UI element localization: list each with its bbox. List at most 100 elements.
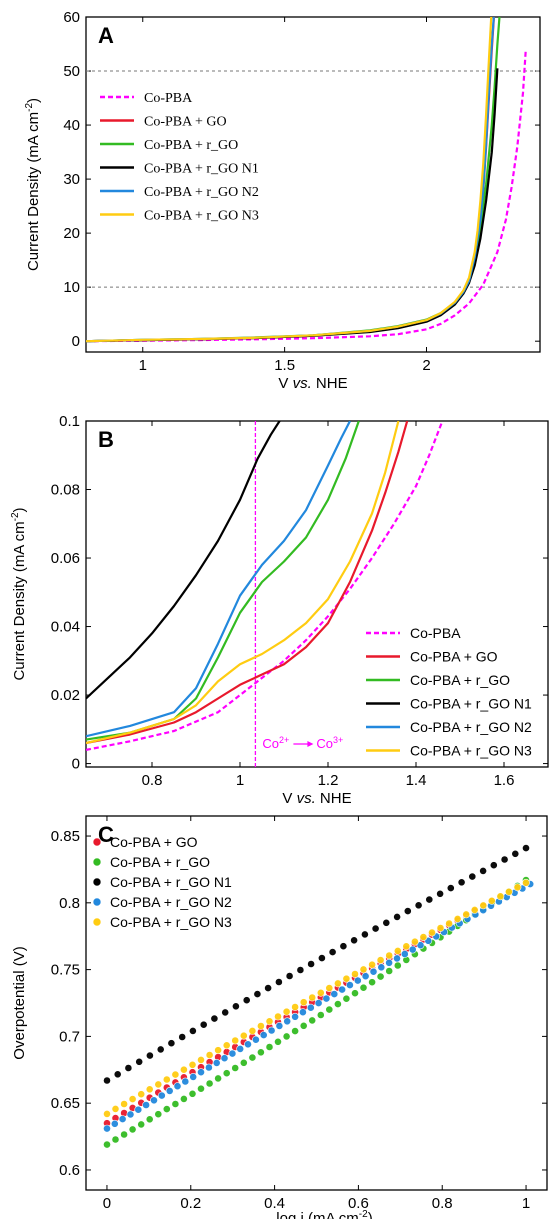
data-point [236, 1045, 245, 1053]
data-point [500, 855, 509, 864]
y-tick-label: 20 [63, 225, 80, 242]
data-point [197, 1084, 205, 1093]
data-point [489, 861, 498, 870]
data-point [416, 941, 425, 950]
data-point [212, 1059, 221, 1067]
data-point [181, 1077, 190, 1086]
legend-label: Co-PBA [144, 91, 193, 106]
legend-label: Co-PBA + GO [410, 649, 498, 665]
data-point [248, 1027, 257, 1035]
x-tick-label: 1.4 [406, 772, 427, 789]
y-axis-label: Current Density (mA cm-2) [10, 507, 28, 680]
data-point [419, 933, 428, 941]
data-point [111, 1105, 120, 1113]
data-point [453, 915, 462, 923]
data-point [231, 1036, 240, 1045]
data-point [110, 1119, 119, 1128]
data-point [228, 1049, 237, 1058]
data-point [188, 1089, 197, 1098]
data-point [259, 1031, 268, 1039]
series-line-n2 [86, 421, 351, 738]
legend-label: Co-PBA + r_GO [144, 138, 238, 153]
legend-marker [92, 857, 102, 867]
data-point [239, 1058, 248, 1067]
data-point [145, 1115, 154, 1124]
y-axis-label-part: Current Density (mA cm [25, 112, 42, 271]
data-point [103, 1110, 111, 1118]
data-point [393, 913, 401, 921]
data-point [393, 947, 402, 955]
y-tick-label: 0.1 [59, 413, 80, 430]
data-point [333, 1000, 342, 1008]
data-point [402, 942, 411, 951]
data-point [457, 878, 466, 887]
data-point [296, 966, 305, 974]
annotation-text: Co [316, 736, 333, 751]
x-axis-label-part: ) [368, 1210, 373, 1219]
x-axis-label-part: log j (mA cm [276, 1210, 359, 1219]
data-point [299, 1021, 308, 1030]
legend-marker [92, 917, 102, 927]
annotation-arrowhead [307, 741, 314, 747]
data-point [369, 967, 378, 976]
data-point [285, 972, 294, 980]
data-point [376, 956, 385, 964]
data-point [316, 1011, 325, 1019]
data-point [436, 924, 445, 932]
data-point [162, 1105, 171, 1113]
y-tick-label: 0.85 [51, 828, 80, 845]
data-point [410, 937, 419, 946]
series-group [86, 421, 444, 751]
y-tick-label: 10 [63, 279, 80, 296]
data-point [360, 930, 369, 939]
data-point [145, 1051, 154, 1060]
y-tick-label: 0.7 [59, 1028, 80, 1045]
data-point [267, 1026, 276, 1035]
data-point [103, 1124, 111, 1133]
data-point [154, 1080, 163, 1089]
data-point [171, 1070, 180, 1079]
data-point [496, 892, 505, 901]
data-point [376, 972, 385, 981]
data-point [204, 1063, 213, 1072]
data-point [330, 990, 339, 998]
y-axis-label: Overpotential (V) [11, 946, 28, 1059]
data-point [134, 1105, 143, 1114]
data-point [199, 1020, 208, 1029]
x-axis-label-part: NHE [312, 375, 348, 392]
series-line-n1 [86, 421, 281, 700]
data-point [222, 1041, 231, 1050]
data-point [210, 1014, 219, 1023]
data-point [382, 918, 391, 927]
data-point [345, 981, 354, 989]
series-line-co_pba [86, 49, 527, 343]
annotation-to: Co3+ [316, 735, 343, 751]
data-point [162, 1075, 171, 1084]
data-point [239, 1031, 248, 1040]
data-point [283, 1017, 292, 1026]
y-tick-label: 0.75 [51, 962, 80, 979]
data-point [325, 984, 334, 992]
x-tick-label: 1 [236, 772, 244, 789]
data-point [222, 1069, 231, 1078]
data-point [214, 1046, 222, 1055]
data-point [371, 924, 380, 933]
data-point [128, 1125, 137, 1134]
data-point [248, 1053, 257, 1062]
data-point [377, 963, 386, 972]
data-point [173, 1082, 182, 1091]
data-point [445, 919, 453, 928]
y-axis-label-sup: -2 [10, 512, 21, 521]
y-tick-label: 0.08 [51, 482, 80, 499]
data-point [308, 1016, 317, 1025]
x-tick-label: 0.8 [432, 1195, 453, 1212]
legend-label: Co-PBA + GO [144, 115, 227, 130]
data-point [145, 1085, 154, 1094]
data-point [178, 1033, 187, 1041]
data-point [256, 1022, 265, 1030]
data-point [135, 1057, 144, 1066]
data-point [120, 1100, 128, 1108]
data-point [338, 985, 346, 994]
data-point [522, 844, 530, 852]
data-point [274, 978, 283, 986]
